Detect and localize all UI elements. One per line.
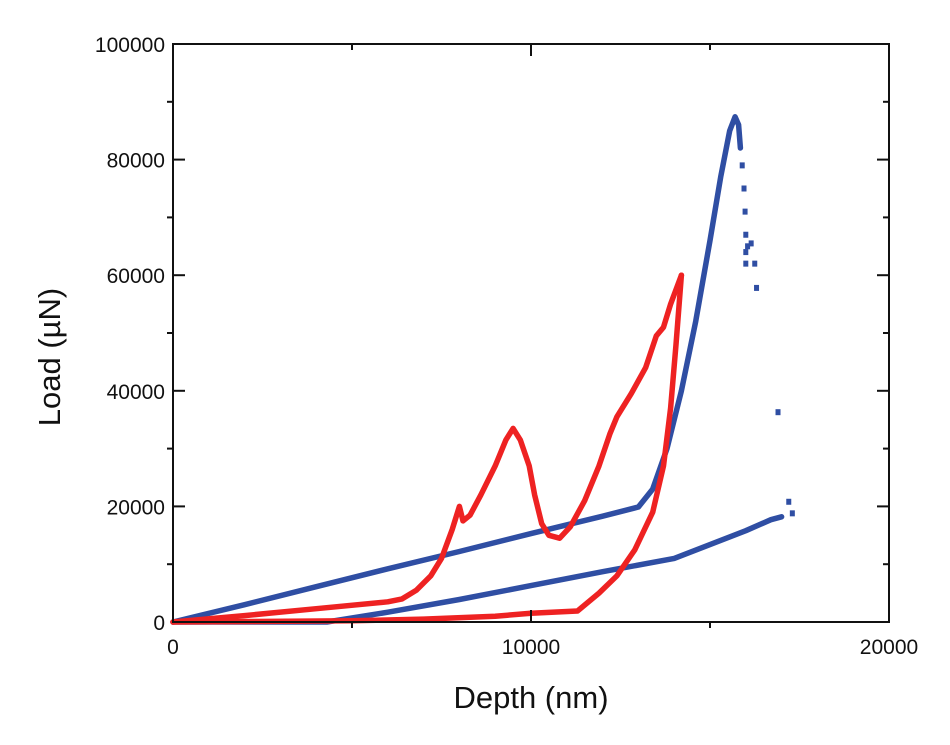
series-blue-reload — [170, 514, 785, 625]
x-tick-label: 20000 — [860, 636, 918, 659]
data-point — [754, 284, 760, 291]
y-axis-title: Load (µN) — [32, 288, 67, 426]
y-tick-label: 20000 — [107, 496, 165, 519]
data-point — [752, 260, 758, 267]
data-point — [743, 231, 749, 238]
series-blue-loading — [170, 114, 744, 625]
data-point — [743, 249, 749, 256]
x-tick-label: 0 — [167, 636, 179, 659]
x-axis-title: Depth (nm) — [453, 680, 608, 715]
data-point — [741, 185, 747, 192]
data-point — [742, 208, 748, 215]
data-series-layer — [170, 114, 795, 625]
x-tick-label: 10000 — [502, 636, 560, 659]
y-tick-label: 60000 — [107, 265, 165, 288]
data-point — [786, 498, 792, 505]
axis-tick-labels: 0 20000 40000 60000 80000 100000 0 10000 20000 — [95, 34, 918, 659]
y-tick-label: 80000 — [107, 150, 165, 173]
data-point — [745, 243, 751, 250]
data-point — [789, 510, 795, 517]
data-point — [739, 162, 745, 169]
data-point — [743, 260, 749, 267]
series-red-unloading — [170, 272, 685, 625]
y-tick-label: 0 — [153, 612, 165, 635]
data-point — [748, 240, 754, 247]
axis-ticks — [167, 43, 890, 628]
series-red-loading — [170, 272, 685, 625]
data-point — [775, 409, 781, 416]
y-tick-label: 100000 — [95, 34, 165, 57]
y-tick-label: 40000 — [107, 381, 165, 404]
